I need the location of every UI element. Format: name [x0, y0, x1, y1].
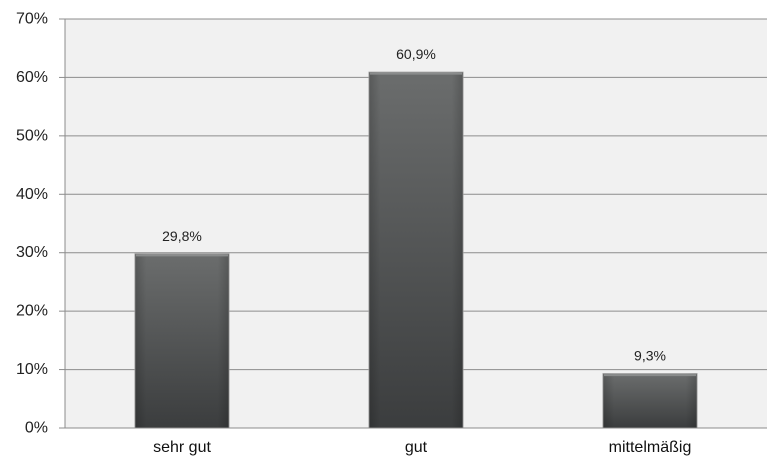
y-axis-tick-labels: 0% 10% 20% 30% 40% 50% 60% 70% [16, 11, 48, 437]
y-tick-label: 10% [16, 361, 48, 378]
category-label: gut [405, 439, 428, 456]
bar-shading [135, 253, 229, 428]
x-axis-category-labels: sehr gut gut mittelmäßig [153, 439, 691, 456]
data-label: 60,9% [396, 46, 436, 62]
bars [134, 71, 698, 429]
bar-shading [603, 373, 697, 428]
y-tick-label: 30% [16, 244, 48, 261]
data-labels: 29,8% 60,9% 9,3% [162, 46, 666, 363]
y-tick-label: 70% [16, 11, 48, 28]
data-label: 9,3% [634, 348, 666, 364]
category-label: mittelmäßig [609, 439, 692, 456]
y-tick-label: 0% [25, 420, 48, 437]
y-tick-label: 40% [16, 186, 48, 203]
y-tick-label: 60% [16, 69, 48, 86]
y-tick-label: 50% [16, 127, 48, 144]
bar-shading [369, 72, 463, 429]
data-label: 29,8% [162, 228, 202, 244]
y-tick-label: 20% [16, 303, 48, 320]
category-label: sehr gut [153, 439, 211, 456]
